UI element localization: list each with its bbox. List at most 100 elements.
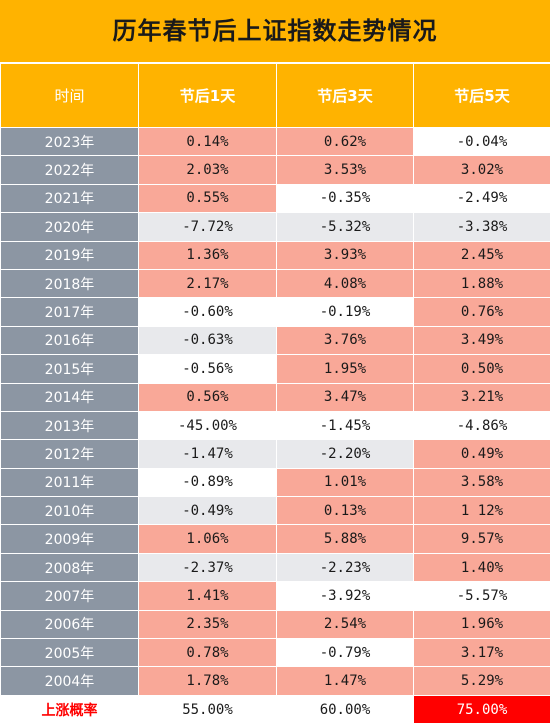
day3-cell: -2.20%	[277, 440, 414, 468]
day1-cell: -0.56%	[139, 355, 277, 383]
day5-cell: -5.57%	[414, 582, 550, 610]
year-cell: 2009年	[1, 525, 139, 553]
day1-cell: 2.03%	[139, 156, 277, 184]
day1-cell: 1.06%	[139, 525, 277, 553]
day1-cell: 0.14%	[139, 128, 277, 156]
day3-cell: 1.95%	[277, 355, 414, 383]
day5-cell: 1.88%	[414, 269, 550, 297]
day3-cell: 0.62%	[277, 128, 414, 156]
day3-cell: 1.47%	[277, 667, 414, 695]
day3-cell: -5.32%	[277, 213, 414, 241]
year-cell: 2006年	[1, 610, 139, 638]
year-cell: 2021年	[1, 184, 139, 212]
day1-cell: -1.47%	[139, 440, 277, 468]
day1-cell: 2.35%	[139, 610, 277, 638]
column-header-day5: 节后5天	[414, 64, 550, 128]
day1-cell: 2.17%	[139, 269, 277, 297]
table-row: 2011年-0.89%1.01%3.58%	[1, 468, 550, 496]
day1-cell: -0.63%	[139, 326, 277, 354]
day5-cell: -3.38%	[414, 213, 550, 241]
summary-day5: 75.00%	[414, 695, 550, 723]
day5-cell: 3.49%	[414, 326, 550, 354]
day1-cell: -45.00%	[139, 411, 277, 439]
year-cell: 2013年	[1, 411, 139, 439]
day5-cell: 2.45%	[414, 241, 550, 269]
day1-cell: 0.56%	[139, 383, 277, 411]
day1-cell: 1.41%	[139, 582, 277, 610]
day3-cell: 3.93%	[277, 241, 414, 269]
year-cell: 2012年	[1, 440, 139, 468]
day5-cell: -0.04%	[414, 128, 550, 156]
summary-label: 上涨概率	[1, 695, 139, 723]
day5-cell: -2.49%	[414, 184, 550, 212]
year-cell: 2004年	[1, 667, 139, 695]
day1-cell: 1.78%	[139, 667, 277, 695]
year-cell: 2011年	[1, 468, 139, 496]
day5-cell: 1 12%	[414, 497, 550, 525]
day5-cell: 3.02%	[414, 156, 550, 184]
summary-day3: 60.00%	[277, 695, 414, 723]
day5-cell: 1.40%	[414, 553, 550, 581]
year-cell: 2022年	[1, 156, 139, 184]
day5-cell: 5.29%	[414, 667, 550, 695]
table-row: 2010年-0.49%0.13%1 12%	[1, 497, 550, 525]
table-header-row: 时间 节后1天 节后3天 节后5天	[1, 64, 550, 128]
day1-cell: -0.49%	[139, 497, 277, 525]
day3-cell: 2.54%	[277, 610, 414, 638]
year-cell: 2010年	[1, 497, 139, 525]
day5-cell: 0.49%	[414, 440, 550, 468]
table-row: 2008年-2.37%-2.23%1.40%	[1, 553, 550, 581]
day5-cell: 9.57%	[414, 525, 550, 553]
day5-cell: -4.86%	[414, 411, 550, 439]
day1-cell: -7.72%	[139, 213, 277, 241]
year-cell: 2017年	[1, 298, 139, 326]
day5-cell: 0.50%	[414, 355, 550, 383]
year-cell: 2018年	[1, 269, 139, 297]
page-title: 历年春节后上证指数走势情况	[0, 0, 550, 63]
day3-cell: 1.01%	[277, 468, 414, 496]
table-row: 2012年-1.47%-2.20%0.49%	[1, 440, 550, 468]
column-header-day3: 节后3天	[277, 64, 414, 128]
day1-cell: -0.60%	[139, 298, 277, 326]
year-cell: 2016年	[1, 326, 139, 354]
year-cell: 2020年	[1, 213, 139, 241]
table-row: 2016年-0.63%3.76%3.49%	[1, 326, 550, 354]
year-cell: 2023年	[1, 128, 139, 156]
day1-cell: -0.89%	[139, 468, 277, 496]
year-cell: 2007年	[1, 582, 139, 610]
day3-cell: -3.92%	[277, 582, 414, 610]
summary-day1: 55.00%	[139, 695, 277, 723]
day3-cell: 3.47%	[277, 383, 414, 411]
column-header-day1: 节后1天	[139, 64, 277, 128]
day5-cell: 1.96%	[414, 610, 550, 638]
table-row: 2017年-0.60%-0.19%0.76%	[1, 298, 550, 326]
day3-cell: -1.45%	[277, 411, 414, 439]
day1-cell: -2.37%	[139, 553, 277, 581]
year-cell: 2015年	[1, 355, 139, 383]
day5-cell: 3.58%	[414, 468, 550, 496]
year-cell: 2014年	[1, 383, 139, 411]
table-row: 2015年-0.56%1.95%0.50%	[1, 355, 550, 383]
day3-cell: 0.13%	[277, 497, 414, 525]
day5-cell: 0.76%	[414, 298, 550, 326]
day3-cell: 5.88%	[277, 525, 414, 553]
column-header-time: 时间	[1, 64, 139, 128]
day3-cell: -0.19%	[277, 298, 414, 326]
table-row: 2013年-45.00%-1.45%-4.86%	[1, 411, 550, 439]
day5-cell: 3.17%	[414, 639, 550, 667]
day3-cell: -2.23%	[277, 553, 414, 581]
